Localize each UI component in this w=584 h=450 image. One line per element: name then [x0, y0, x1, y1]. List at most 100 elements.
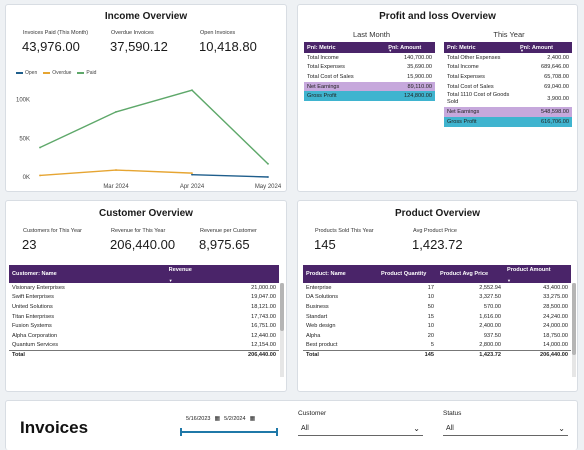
col-header-label: Pnl: Amount	[388, 44, 422, 51]
legend-item-open[interactable]: Open	[16, 70, 37, 76]
kpi-open-label: Open Invoices	[200, 30, 236, 36]
pnl-amount-cell: 89,110.00	[385, 81, 435, 92]
status-filter-dropdown[interactable]: All ⌄	[443, 422, 568, 436]
col-header-label: Customer: Name	[12, 271, 57, 277]
table-row[interactable]: Total Expenses 65,708.00	[444, 72, 572, 82]
product-quantity-cell: 15	[427, 313, 434, 320]
customer-table-scrollbar[interactable]	[280, 283, 284, 377]
table-row[interactable]: United Solutions 18,121.00	[9, 302, 279, 312]
product-avg-price-cell: 2,552.94	[479, 284, 501, 291]
total-quantity: 145	[378, 349, 437, 360]
pnl-metric-cell: Net Earnings	[304, 81, 386, 92]
series-line-open[interactable]	[191, 173, 269, 178]
customer-name-cell: Alpha Corporation	[12, 332, 58, 339]
pnl-last-month-heading: Last Month	[352, 30, 391, 39]
data-point-paid[interactable]	[267, 162, 269, 165]
col-header-pnl-metric[interactable]: Pnl: Metric	[304, 42, 386, 53]
pnl-this-year-heading: This Year	[493, 30, 525, 39]
pnl-metric-cell: Gross Profit	[304, 91, 386, 101]
table-row[interactable]: Alpha Corporation 12,440.00	[9, 331, 279, 341]
table-row[interactable]: Standart 15 1,616.00 24,240.00	[303, 312, 571, 322]
product-name-cell: Enterprise	[306, 284, 332, 291]
pnl-metric-cell: Gross Profit	[444, 116, 517, 127]
col-header-product-avg-price[interactable]: Product Avg Price	[436, 265, 504, 283]
pnl-amount-cell: 65,708.00	[544, 73, 569, 80]
date-range-inputs: 5/16/2023 ▦ 5/2/2024 ▦	[186, 415, 256, 423]
col-header-product-quantity[interactable]: Product Quantity	[378, 265, 437, 283]
col-header-customer-name[interactable]: Customer: Name	[9, 265, 166, 283]
series-line-paid[interactable]	[39, 89, 269, 165]
table-row[interactable]: Total Income 689,646.00	[444, 63, 572, 73]
table-row[interactable]: Gross Profit 616,706.00	[444, 116, 572, 127]
calendar-icon[interactable]: ▦	[249, 416, 256, 422]
table-row[interactable]: Titan Enterprises 17,743.00	[9, 312, 279, 322]
table-row[interactable]: Total Expenses 35,690.00	[304, 63, 435, 73]
table-row[interactable]: Fusion Systems 16,751.00	[9, 321, 279, 331]
chart-legend: Open Overdue Paid	[16, 70, 96, 76]
product-avg-price-cell: 570.00	[483, 303, 501, 310]
product-avg-price-cell: 937.50	[483, 332, 501, 339]
calendar-icon[interactable]: ▦	[214, 416, 221, 422]
product-avg-price-cell: 2,800.00	[479, 342, 501, 349]
kpi-customers-label: Customers for This Year	[23, 228, 82, 234]
table-row[interactable]: Total Income 140,700.00	[304, 53, 435, 63]
data-point-paid[interactable]	[191, 89, 193, 92]
date-end-input[interactable]: 5/2/2024	[224, 415, 246, 422]
customer-revenue-cell: 21,000.00	[251, 284, 276, 291]
table-row[interactable]: Total Other Expenses 2,400.00	[444, 53, 572, 63]
col-header-revenue[interactable]: Revenue ▼	[165, 265, 279, 283]
slider-handle-end[interactable]	[276, 428, 278, 436]
scrollbar-thumb[interactable]	[280, 283, 284, 331]
product-overview-card: Product Overview Products Sold This Year…	[297, 200, 578, 392]
data-point-overdue[interactable]	[39, 174, 41, 177]
data-point-overdue[interactable]	[191, 172, 193, 175]
table-row[interactable]: Total Cost of Sales 69,040.00	[444, 82, 572, 92]
col-header-label: Product Avg Price	[439, 271, 489, 277]
col-header-product-amount[interactable]: Product Amount ▼	[503, 265, 571, 283]
data-point-open[interactable]	[267, 176, 269, 178]
table-row[interactable]: Visionary Enterprises 21,000.00	[9, 283, 279, 293]
table-row[interactable]: Net Earnings 89,110.00	[304, 81, 435, 92]
table-row[interactable]: Alpha 20 937.50 18,750.00	[303, 331, 571, 341]
status-filter-label: Status	[443, 410, 462, 417]
customer-filter-dropdown[interactable]: All ⌄	[298, 422, 423, 436]
table-row[interactable]: Net Earnings 548,598.00	[444, 107, 572, 117]
product-table-scrollbar[interactable]	[572, 283, 576, 377]
data-point-paid[interactable]	[39, 146, 41, 149]
date-start-input[interactable]: 5/16/2023	[186, 415, 211, 422]
table-row[interactable]: Total 1110 Cost of Goods Sold 3,900.00	[444, 91, 572, 107]
legend-swatch-open	[16, 72, 23, 74]
customer-overview-card: Customer Overview Customers for This Yea…	[5, 200, 287, 392]
table-row[interactable]: Quantum Services 12,154.00	[9, 341, 279, 351]
col-header-pnl-metric[interactable]: Pnl: Metric	[444, 42, 517, 53]
table-row[interactable]: Business 50 570.00 28,500.00	[303, 302, 571, 312]
data-point-open[interactable]	[191, 173, 193, 176]
table-row[interactable]: Total Cost of Sales 15,900.00	[304, 72, 435, 82]
legend-item-paid[interactable]: Paid	[77, 70, 96, 76]
table-row[interactable]: Best product 5 2,800.00 14,000.00	[303, 341, 571, 351]
customer-name-cell: Quantum Services	[12, 342, 59, 349]
customer-revenue-cell: 17,743.00	[251, 313, 276, 320]
table-row[interactable]: Web design 10 2,400.00 24,000.00	[303, 321, 571, 331]
col-header-pnl-amount[interactable]: Pnl: Amount ▼	[516, 42, 572, 53]
legend-item-overdue[interactable]: Overdue	[43, 70, 71, 76]
scrollbar-thumb[interactable]	[572, 283, 576, 355]
data-point-paid[interactable]	[115, 111, 117, 113]
table-row[interactable]: Swift Enterprises 19,047.00	[9, 293, 279, 303]
col-header-pnl-amount[interactable]: Pnl: Amount ▼	[385, 42, 435, 53]
kpi-invoices-paid-label: Invoices Paid (This Month)	[23, 30, 89, 36]
table-row[interactable]: Gross Profit 124,800.00	[304, 91, 435, 101]
pnl-amount-cell: 689,646.00	[541, 64, 569, 71]
slider-handle-start[interactable]	[180, 428, 182, 436]
data-point-overdue[interactable]	[115, 169, 117, 171]
kpi-revenue-label: Revenue for This Year	[111, 228, 166, 234]
total-label: Total	[9, 349, 166, 360]
col-header-product-name[interactable]: Product: Name	[303, 265, 379, 283]
chevron-down-icon: ⌄	[413, 424, 420, 433]
pnl-amount-cell: 3,900.00	[547, 96, 569, 103]
table-row[interactable]: Enterprise 17 2,552.94 43,400.00	[303, 283, 571, 293]
table-row[interactable]: DA Solutions 10 3,327.50 33,275.00	[303, 293, 571, 303]
product-amount-cell: 14,000.00	[543, 342, 568, 349]
date-range-slider[interactable]	[180, 428, 278, 436]
pnl-metric-cell: Total Expenses	[307, 64, 345, 71]
